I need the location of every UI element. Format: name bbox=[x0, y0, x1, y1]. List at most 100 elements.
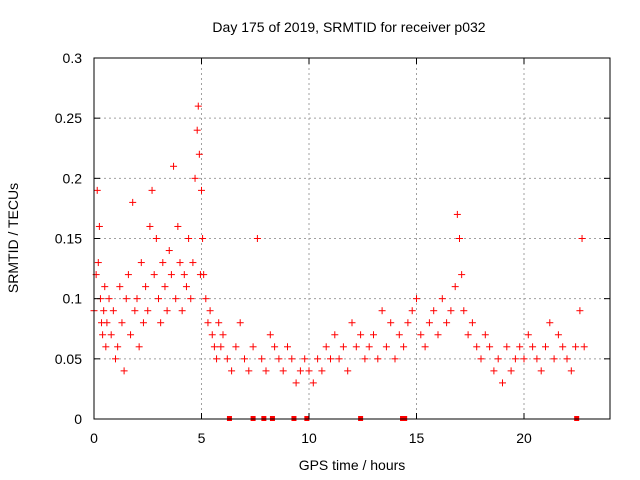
x-axis-label: GPS time / hours bbox=[299, 457, 406, 473]
x-tick-label: 10 bbox=[301, 430, 317, 446]
data-point bbox=[129, 198, 137, 206]
data-point bbox=[511, 355, 519, 363]
y-tick-label: 0.05 bbox=[55, 351, 82, 367]
data-point bbox=[443, 319, 451, 327]
data-point bbox=[499, 379, 506, 387]
data-point bbox=[232, 343, 240, 351]
data-point bbox=[456, 235, 463, 242]
data-point bbox=[430, 307, 438, 315]
data-point bbox=[481, 331, 489, 339]
grid-lines bbox=[94, 58, 610, 419]
data-point bbox=[391, 355, 399, 363]
y-axis-label: SRMTID / TECUs bbox=[5, 183, 21, 293]
data-point bbox=[421, 343, 429, 351]
data-point bbox=[107, 331, 115, 339]
x-tick-label: 5 bbox=[198, 430, 206, 446]
data-point bbox=[447, 307, 455, 315]
data-point bbox=[529, 343, 537, 351]
data-point bbox=[546, 319, 554, 327]
y-tick-label: 0.15 bbox=[55, 231, 82, 247]
data-point bbox=[148, 186, 156, 194]
data-point bbox=[178, 307, 186, 315]
data-point bbox=[284, 343, 291, 351]
data-point bbox=[292, 379, 300, 387]
data-point bbox=[550, 355, 558, 363]
y-tick-label: 0.3 bbox=[63, 50, 83, 66]
data-point bbox=[150, 271, 158, 279]
data-point bbox=[172, 295, 180, 303]
data-point bbox=[370, 331, 377, 339]
data-point bbox=[258, 355, 266, 363]
data-point bbox=[187, 295, 195, 303]
data-point bbox=[453, 210, 461, 218]
data-point bbox=[137, 259, 145, 267]
data-point bbox=[165, 247, 173, 255]
data-point bbox=[167, 271, 175, 279]
data-point bbox=[567, 367, 575, 375]
data-point bbox=[180, 271, 188, 279]
data-point bbox=[101, 283, 109, 291]
data-point bbox=[516, 343, 524, 351]
data-point bbox=[438, 295, 446, 303]
data-point bbox=[194, 102, 202, 110]
data-point bbox=[159, 259, 167, 267]
data-point bbox=[365, 343, 373, 351]
data-point bbox=[572, 343, 580, 351]
data-point bbox=[503, 343, 511, 351]
data-point bbox=[374, 355, 382, 363]
data-point bbox=[112, 355, 119, 363]
data-point bbox=[195, 150, 203, 158]
data-point bbox=[559, 343, 567, 351]
data-point bbox=[425, 319, 433, 327]
data-point bbox=[189, 259, 197, 267]
data-point bbox=[131, 307, 139, 315]
data-point bbox=[114, 343, 122, 351]
x-tick-label: 20 bbox=[516, 430, 532, 446]
data-point bbox=[563, 355, 571, 363]
data-point bbox=[102, 343, 110, 351]
data-point bbox=[105, 295, 113, 303]
data-point bbox=[95, 222, 103, 230]
data-point bbox=[139, 319, 147, 327]
data-point bbox=[204, 319, 212, 327]
data-point bbox=[99, 331, 107, 339]
data-point bbox=[275, 355, 283, 363]
data-point bbox=[199, 235, 207, 242]
data-point bbox=[352, 343, 360, 351]
data-point bbox=[223, 355, 231, 363]
data-point bbox=[378, 307, 386, 315]
data-point bbox=[408, 307, 416, 315]
data-point bbox=[400, 343, 408, 351]
data-point bbox=[490, 367, 498, 375]
data-point bbox=[434, 331, 442, 339]
data-point bbox=[200, 271, 208, 279]
data-point bbox=[361, 355, 369, 363]
data-point bbox=[417, 331, 425, 339]
data-point bbox=[124, 271, 132, 279]
y-tick-label: 0.2 bbox=[63, 170, 83, 186]
data-point bbox=[331, 331, 339, 339]
data-point bbox=[116, 283, 124, 291]
data-point bbox=[344, 367, 352, 375]
data-point bbox=[477, 355, 485, 363]
data-point bbox=[339, 343, 347, 351]
data-point bbox=[520, 355, 528, 363]
data-point bbox=[253, 235, 261, 242]
data-point bbox=[309, 379, 317, 387]
data-point bbox=[348, 319, 356, 327]
data-point bbox=[142, 283, 150, 291]
data-point bbox=[468, 319, 476, 327]
data-point bbox=[464, 331, 472, 339]
data-point bbox=[262, 367, 270, 375]
data-point bbox=[301, 355, 309, 363]
data-points bbox=[90, 102, 588, 387]
data-point bbox=[135, 343, 143, 351]
data-point bbox=[202, 295, 210, 303]
data-point bbox=[144, 307, 152, 315]
data-point bbox=[100, 307, 108, 315]
data-point bbox=[451, 283, 459, 291]
data-point bbox=[249, 343, 257, 351]
data-point bbox=[542, 343, 549, 351]
